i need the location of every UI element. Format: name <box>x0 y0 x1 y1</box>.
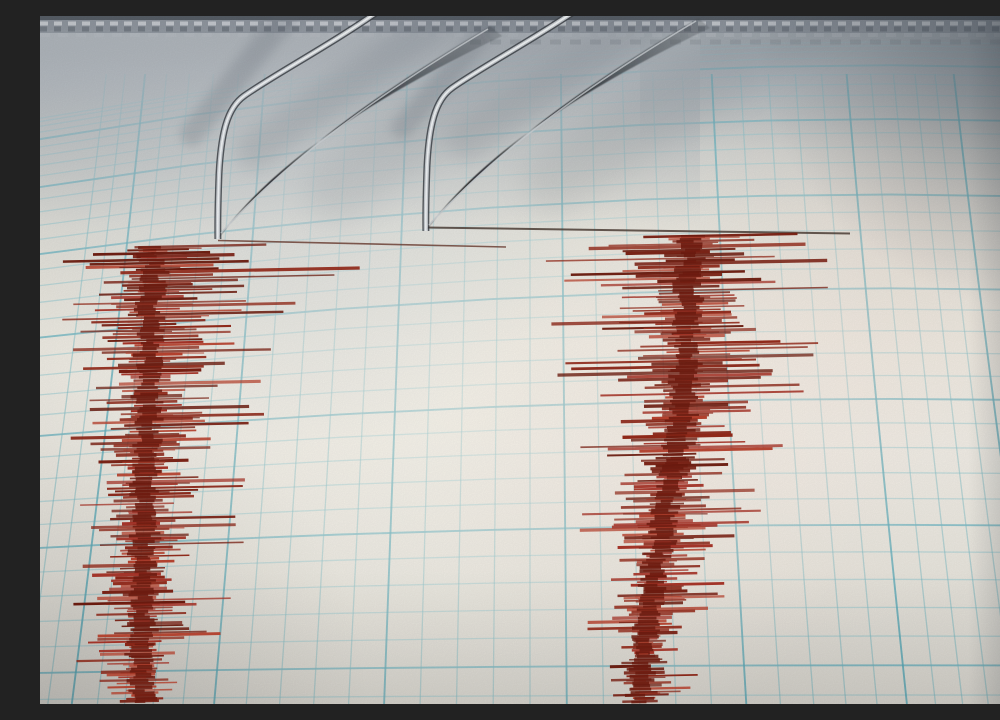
photo-grain <box>40 16 1000 704</box>
seismograph-photo <box>40 16 1000 704</box>
seismograph-scene <box>40 16 1000 704</box>
